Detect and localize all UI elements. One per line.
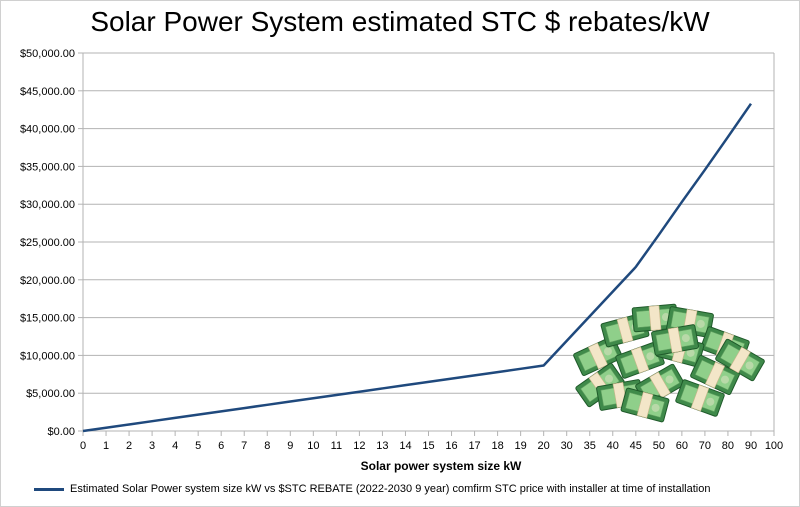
x-axis-label: Solar power system size kW <box>361 459 522 473</box>
x-tick-label: 16 <box>445 440 457 452</box>
x-axis-ticks: 0 1 2 3 4 5 6 7 8 9 10 11 12 13 14 15 16 17 18 19 20 30 35 40 45… <box>80 431 783 452</box>
y-tick-label: $0.00 <box>47 426 75 438</box>
x-tick-label: 3 <box>149 440 155 452</box>
x-tick-label: 60 <box>676 440 688 452</box>
y-tick-label: $30,000.00 <box>20 199 75 211</box>
legend-swatch <box>34 487 64 491</box>
x-tick-label: 2 <box>126 440 132 452</box>
x-tick-label: 12 <box>353 440 365 452</box>
x-tick-label: 8 <box>264 440 270 452</box>
money-bundle <box>620 387 670 423</box>
y-tick-label: $5,000.00 <box>26 388 75 400</box>
legend: Estimated Solar Power system size kW vs … <box>34 483 710 495</box>
x-tick-label: 80 <box>722 440 734 452</box>
money-bundle <box>651 324 699 356</box>
x-tick-label: 14 <box>399 440 411 452</box>
x-tick-label: 15 <box>422 440 434 452</box>
x-tick-label: 19 <box>515 440 527 452</box>
x-tick-label: 9 <box>287 440 293 452</box>
y-tick-label: $50,000.00 <box>20 48 75 60</box>
money-bundle <box>631 303 679 333</box>
x-tick-label: 50 <box>653 440 665 452</box>
x-tick-label: 45 <box>630 440 642 452</box>
x-tick-label: 30 <box>561 440 573 452</box>
x-tick-label: 35 <box>584 440 596 452</box>
x-tick-label: 11 <box>331 440 342 452</box>
money-bundle <box>615 341 665 379</box>
y-tick-label: $40,000.00 <box>20 124 75 136</box>
y-tick-label: $25,000.00 <box>20 237 75 249</box>
money-bundle <box>675 379 725 417</box>
x-tick-label: 40 <box>607 440 619 452</box>
x-tick-label: 4 <box>172 440 178 452</box>
x-tick-label: 18 <box>491 440 503 452</box>
x-tick-label: 70 <box>699 440 711 452</box>
y-tick-label: $35,000.00 <box>20 161 75 173</box>
x-tick-label: 7 <box>241 440 247 452</box>
x-tick-label: 13 <box>376 440 388 452</box>
x-tick-label: 90 <box>745 440 757 452</box>
y-tick-label: $20,000.00 <box>20 275 75 287</box>
x-tick-label: 100 <box>765 440 783 452</box>
y-tick-label: $15,000.00 <box>20 313 75 325</box>
series-layer <box>82 102 752 433</box>
legend-label: Estimated Solar Power system size kW vs … <box>70 483 711 495</box>
x-tick-label: 10 <box>307 440 319 452</box>
money-bundle <box>690 354 740 396</box>
x-tick-label: 20 <box>538 440 550 452</box>
y-tick-label: $10,000.00 <box>20 350 75 362</box>
x-tick-label: 1 <box>103 440 109 452</box>
series-line <box>82 102 752 433</box>
x-tick-label: 5 <box>195 440 201 452</box>
x-tick-label: 0 <box>80 440 86 452</box>
money-pile-icon <box>573 303 765 423</box>
x-tick-label: 17 <box>468 440 480 452</box>
x-tick-label: 6 <box>218 440 224 452</box>
y-tick-label: $45,000.00 <box>20 86 75 98</box>
chart-title: Solar Power System estimated STC $ rebat… <box>90 6 710 37</box>
money-bundle <box>715 338 765 382</box>
y-axis-ticks: $0.00 $5,000.00 $10,000.00 $15,000.00 $20,00… <box>20 48 75 438</box>
